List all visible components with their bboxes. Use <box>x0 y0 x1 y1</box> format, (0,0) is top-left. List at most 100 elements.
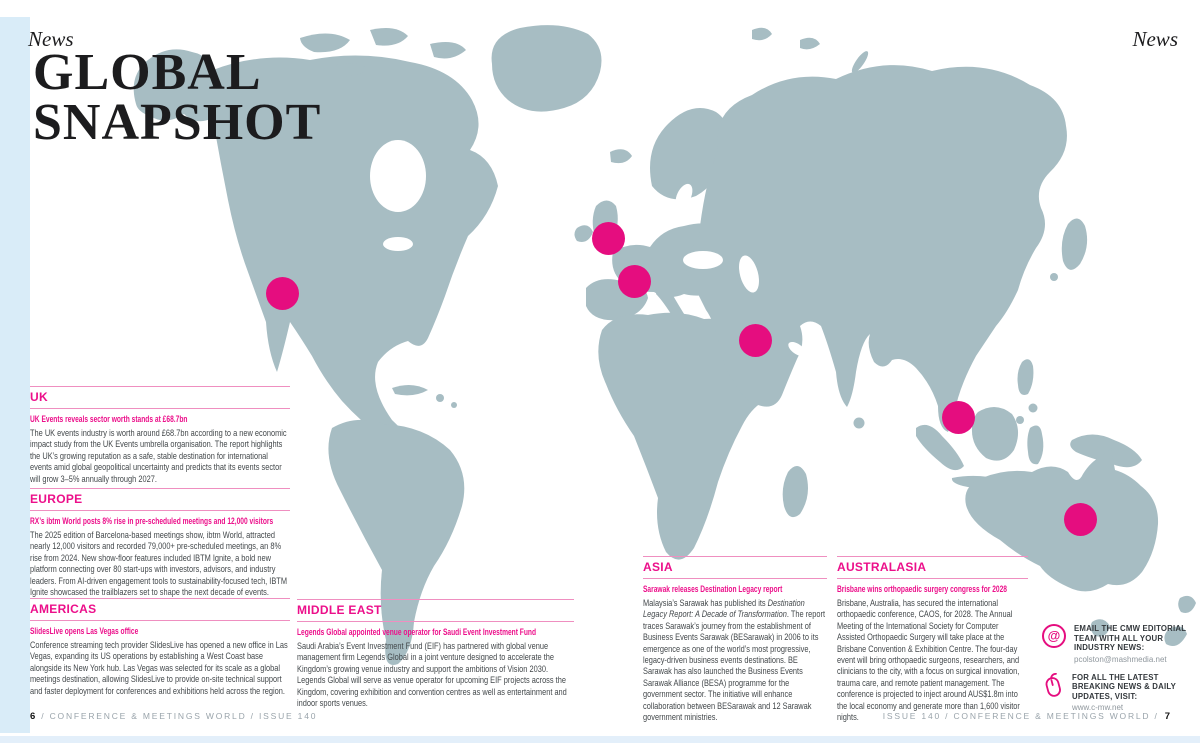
map-svalbard <box>752 27 772 41</box>
map-sulawesi <box>1027 425 1044 465</box>
article-headline: Legends Global appointed venue operator … <box>297 627 537 638</box>
article-headline: RX’s ibtm World posts 8% rise in pre-sch… <box>30 516 274 527</box>
page-title-line1: GLOBAL <box>33 44 262 101</box>
region-heading: AUSTRALASIA <box>837 560 927 574</box>
article-headline: SlidesLive opens Las Vegas office <box>30 626 139 637</box>
map-japan <box>1061 218 1088 270</box>
map-north-america <box>213 55 498 446</box>
map-baltic-sea <box>675 183 693 209</box>
region-heading: ASIA <box>643 560 673 574</box>
section-americas: AMERICAS SlidesLive opens Las Vegas offi… <box>30 598 290 697</box>
map-caribbean-island <box>451 402 457 408</box>
map-philippine-island <box>1028 403 1038 413</box>
map-south-america <box>328 419 465 665</box>
divider <box>30 488 290 489</box>
map-caspian-sea <box>739 255 759 293</box>
map-hudson-bay <box>370 140 426 212</box>
map-philippine-island <box>1016 416 1024 424</box>
news-label-right: News <box>1132 27 1178 51</box>
divider <box>837 578 1028 579</box>
map-italy <box>656 286 686 321</box>
map-madagascar <box>782 465 808 518</box>
map-seas <box>370 140 806 357</box>
mouse-icon <box>1042 672 1064 704</box>
footer-right: ISSUE 140 / CONFERENCE & MEETINGS WORLD … <box>883 711 1170 722</box>
divider <box>30 510 290 511</box>
news-label-left: News <box>28 27 74 51</box>
article-body: Saudi Arabia’s Event Investment Fund (EI… <box>297 641 567 710</box>
bottom-accent-stripe <box>0 736 1200 743</box>
footer-left-text: / CONFERENCE & MEETINGS WORLD / ISSUE 14… <box>41 711 318 721</box>
divider <box>30 620 290 621</box>
map-caribbean <box>392 384 428 396</box>
divider <box>30 386 290 387</box>
map-alaska <box>133 49 213 122</box>
contact-web: FOR ALL THE LATEST BREAKING NEWS & DAILY… <box>1042 672 1200 712</box>
map-borneo <box>971 406 1019 461</box>
divider <box>297 599 574 600</box>
map-new-guinea <box>1070 434 1142 468</box>
map-new-zealand <box>1178 595 1196 613</box>
map-japan-island <box>1050 273 1058 281</box>
section-middle-east: MIDDLE EAST Legends Global appointed ven… <box>297 599 574 709</box>
map-sumatra <box>916 424 964 471</box>
map-africa <box>598 312 770 560</box>
map-dot-americas <box>265 276 299 310</box>
map-persian-gulf <box>788 341 806 357</box>
map-svalbard <box>800 37 820 50</box>
page-title: GLOBAL SNAPSHOT <box>33 44 322 151</box>
footer-left: 6 / CONFERENCE & MEETINGS WORLD / ISSUE 1… <box>30 711 317 722</box>
contact-email-heading: EMAIL THE CMW EDITORIAL TEAM WITH ALL YO… <box>1074 624 1187 652</box>
map-tasmania <box>1090 619 1110 637</box>
map-arctic-island <box>430 42 466 59</box>
section-australasia: AUSTRALASIA Brisbane wins orthopaedic su… <box>837 556 1028 723</box>
page-title-line2: SNAPSHOT <box>33 94 322 151</box>
map-sri-lanka <box>853 417 865 429</box>
article-headline: UK Events reveals sector worth stands at… <box>30 414 188 425</box>
map-ireland <box>574 225 593 242</box>
contact-web-address[interactable]: www.c-mw.net <box>1072 703 1124 712</box>
article-body: Malaysia’s Sarawak has published its Des… <box>643 598 826 724</box>
region-heading: MIDDLE EAST <box>297 603 382 617</box>
article-body: The UK events industry is worth around £… <box>30 428 287 485</box>
page-number-left: 6 <box>30 711 36 722</box>
article-body: Brisbane, Australia, has secured the int… <box>837 598 1020 724</box>
contact-email-address[interactable]: pcolston@mashmedia.net <box>1074 654 1167 664</box>
email-at-icon: @ <box>1042 624 1066 648</box>
map-dot-asia <box>941 400 975 434</box>
left-accent-stripe <box>0 17 30 733</box>
footer-right-text: ISSUE 140 / CONFERENCE & MEETINGS WORLD … <box>882 711 1159 721</box>
map-arctic-island <box>300 33 350 53</box>
contact-block: @ EMAIL THE CMW EDITORIAL TEAM WITH ALL … <box>1042 624 1200 721</box>
map-black-sea <box>683 251 723 269</box>
section-asia: ASIA Sarawak releases Destination Legacy… <box>643 556 827 723</box>
article-body: The 2025 edition of Barcelona-based meet… <box>30 530 288 599</box>
map-novaya-zemlya <box>851 51 869 73</box>
contact-web-heading: FOR ALL THE LATEST BREAKING NEWS & DAILY… <box>1072 672 1176 701</box>
section-uk: UK UK Events reveals sector worth stands… <box>30 386 290 485</box>
map-scandinavia <box>650 108 729 200</box>
map-caribbean-island <box>436 394 444 402</box>
page-number-right: 7 <box>1164 711 1170 722</box>
region-heading: AMERICAS <box>30 602 97 616</box>
map-new-zealand <box>1164 626 1187 647</box>
map-philippines <box>1017 359 1034 395</box>
map-dot-uk <box>591 221 625 255</box>
article-headline: Brisbane wins orthopaedic surgery congre… <box>837 584 1008 595</box>
map-asia <box>685 65 1067 432</box>
divider <box>297 621 574 622</box>
map-australia <box>965 448 1159 592</box>
contact-email: @ EMAIL THE CMW EDITORIAL TEAM WITH ALL … <box>1042 624 1200 664</box>
article-headline: Sarawak releases Destination Legacy repo… <box>643 584 783 595</box>
map-dot-middle-east <box>738 323 772 357</box>
article-body: Conference streaming tech provider Slide… <box>30 640 288 697</box>
section-europe: EUROPE RX’s ibtm World posts 8% rise in … <box>30 488 290 598</box>
region-heading: UK <box>30 390 48 404</box>
divider <box>30 598 290 599</box>
divider <box>30 408 290 409</box>
map-dot-europe <box>617 264 651 298</box>
map-arctic-island <box>334 63 368 77</box>
map-dot-australasia <box>1063 502 1097 536</box>
map-iceland <box>610 149 632 164</box>
